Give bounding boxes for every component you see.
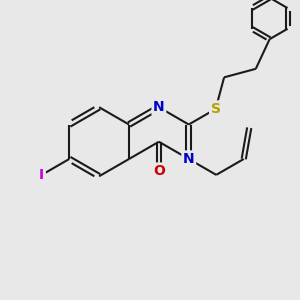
- Text: N: N: [183, 152, 195, 166]
- Text: N: N: [153, 100, 165, 114]
- Text: O: O: [153, 164, 165, 178]
- Text: S: S: [211, 102, 220, 116]
- Text: I: I: [39, 168, 44, 182]
